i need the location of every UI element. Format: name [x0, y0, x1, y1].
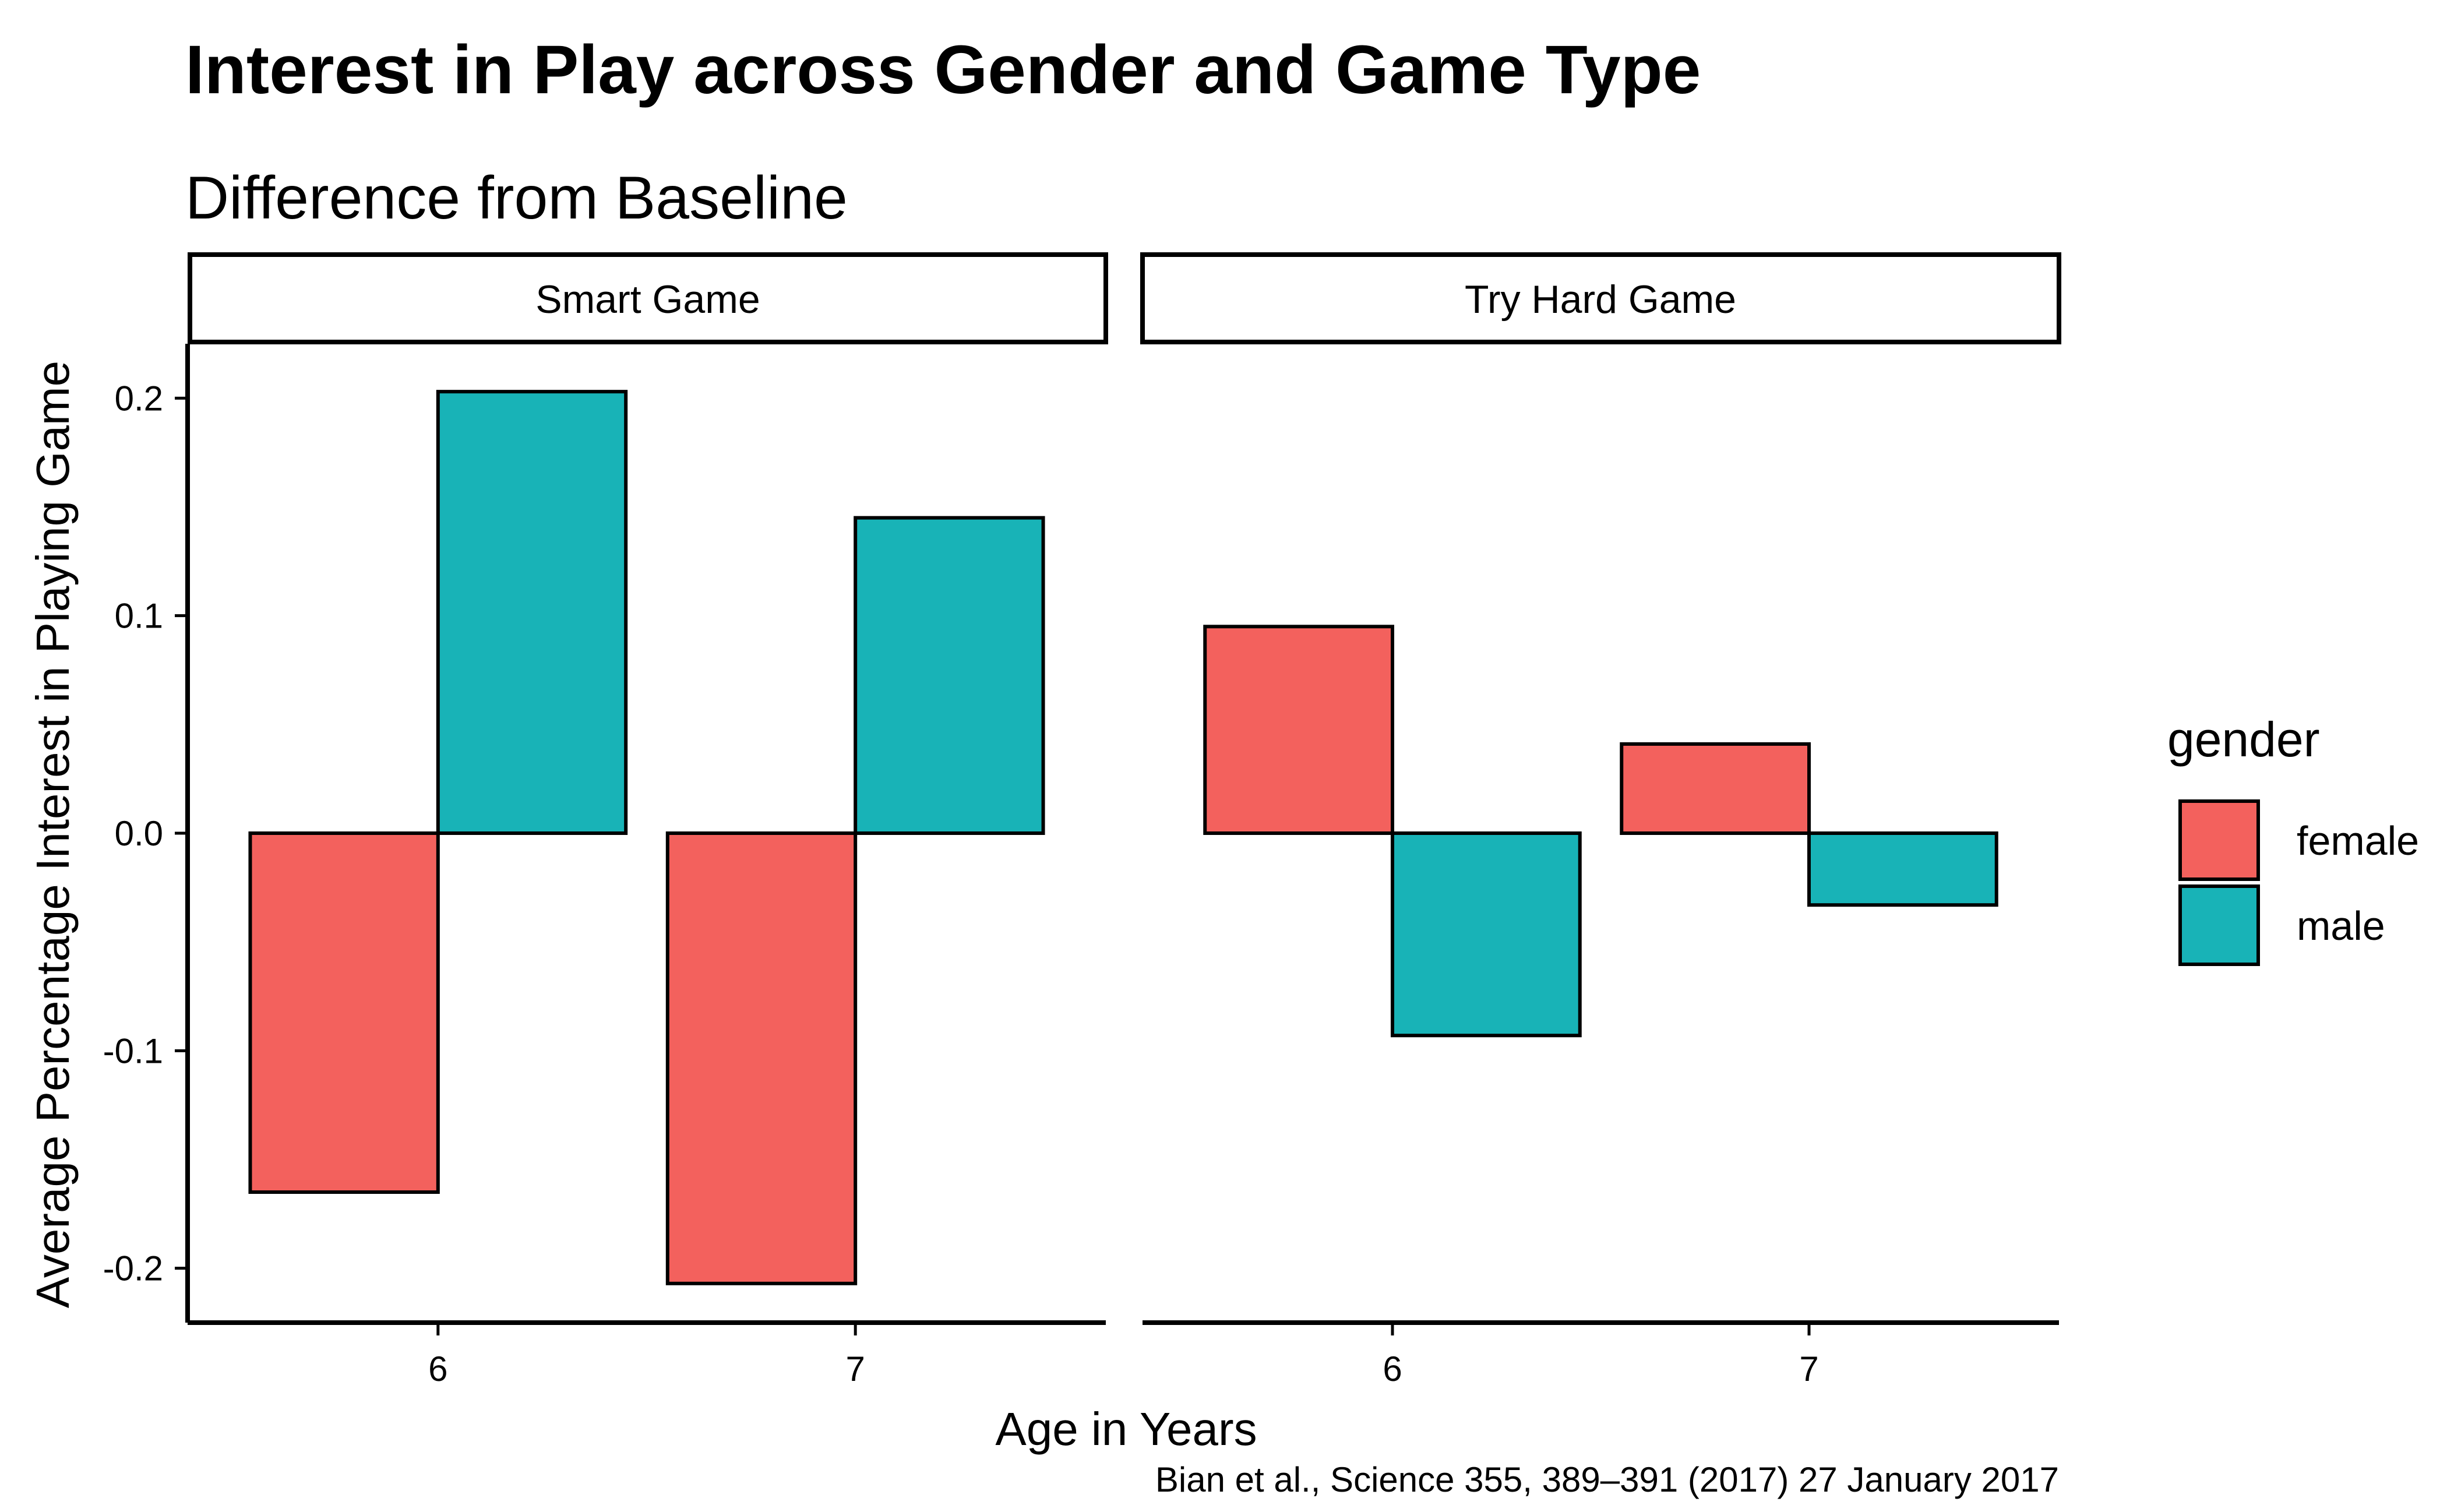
facet-strip-try-hard-game [1140, 252, 2061, 344]
bar-try-hard-game-male-age-7 [1807, 831, 1998, 907]
legend: female male [2178, 799, 2419, 966]
x-tick-label: 7 [845, 1349, 865, 1388]
y-tick-label: 0.2 [115, 379, 163, 418]
chart-title: Interest in Play across Gender and Game … [185, 31, 1701, 108]
chart-subtitle: Difference from Baseline [185, 164, 848, 232]
facet-strip-smart-game [188, 252, 1108, 344]
legend-title: gender [2167, 712, 2320, 767]
y-tick-label: 0.1 [115, 597, 163, 636]
y-axis-ticks: -0.2 -0.1 0.0 0.1 0.2 [103, 379, 188, 1288]
x-tick-label: 6 [428, 1349, 447, 1388]
bar-smart-game-female-age-7 [665, 831, 858, 1285]
x-axis-title: Age in Years [995, 1403, 1257, 1455]
legend-key-male [2178, 884, 2260, 966]
legend-label-female: female [2297, 818, 2419, 864]
x-tick-label: 7 [1799, 1349, 1818, 1388]
y-tick-label: -0.1 [103, 1031, 163, 1070]
bar-try-hard-game-female-age-7 [1620, 742, 1811, 836]
bar-smart-game-female-age-6 [248, 831, 440, 1194]
facet-label-smart-game: Smart Game [535, 277, 760, 322]
x-tick-label: 6 [1383, 1349, 1402, 1388]
bar-smart-game-male-age-6 [436, 390, 628, 835]
bar-try-hard-game-male-age-6 [1391, 831, 1582, 1038]
chart-caption: Bian et al., Science 355, 389–391 (2017)… [1155, 1460, 2059, 1499]
y-axis-title: Average Percentage Interest in Playing G… [27, 361, 79, 1308]
y-tick-label: 0.0 [115, 814, 163, 853]
facet-label-try-hard-game: Try Hard Game [1465, 277, 1736, 322]
y-tick-label: -0.2 [103, 1249, 163, 1288]
bars [248, 390, 1998, 1285]
x-axis-ticks: 6 7 6 7 [428, 1323, 1819, 1388]
legend-key-female [2178, 799, 2260, 881]
bar-smart-game-male-age-7 [854, 516, 1045, 835]
legend-label-male: male [2297, 903, 2385, 949]
bar-try-hard-game-female-age-6 [1203, 625, 1394, 836]
